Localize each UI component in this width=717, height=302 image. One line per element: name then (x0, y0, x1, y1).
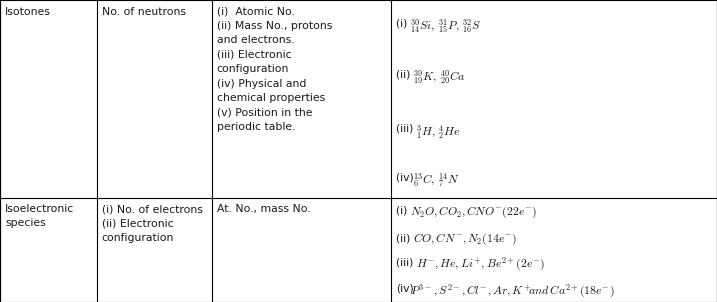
Text: (iv): (iv) (396, 284, 414, 294)
Text: (ii): (ii) (396, 69, 414, 79)
Text: (i)  Atomic No.
(ii) Mass No., protons
and electrons.
(iii) Electronic
configura: (i) Atomic No. (ii) Mass No., protons an… (217, 7, 332, 132)
Text: $P^{3-},S^{2-},Cl^{-},Ar,K^{+}\!and\,Ca^{2+}(18e^{-})$: $P^{3-},S^{2-},Cl^{-},Ar,K^{+}\!and\,Ca^… (409, 283, 614, 300)
Text: $N_2O,CO_2,CNO^{-}(22e^{-})$: $N_2O,CO_2,CNO^{-}(22e^{-})$ (409, 205, 536, 220)
Text: $^{13}_{6}C,\,^{14}_{7}N$: $^{13}_{6}C,\,^{14}_{7}N$ (413, 171, 460, 189)
Text: At. No., mass No.: At. No., mass No. (217, 204, 310, 214)
Text: Isotones: Isotones (5, 7, 51, 17)
Text: (iii): (iii) (396, 124, 417, 134)
Text: $^{3}_{1}H,\,^{4}_{2}He$: $^{3}_{1}H,\,^{4}_{2}He$ (417, 123, 461, 140)
Text: $H^{-},He,Li^{+},Be^{2+}(2e^{-})$: $H^{-},He,Li^{+},Be^{2+}(2e^{-})$ (417, 256, 546, 273)
Text: $^{30}_{14}Si,\,^{31}_{15}P,\,^{32}_{16}S$: $^{30}_{14}Si,\,^{31}_{15}P,\,^{32}_{16}… (409, 18, 481, 35)
Text: (i): (i) (396, 19, 411, 29)
Text: Isoelectronic
species: Isoelectronic species (5, 204, 75, 228)
Text: (i): (i) (396, 206, 411, 216)
Text: No. of neutrons: No. of neutrons (102, 7, 186, 17)
Text: $CO,CN^{-},N_2(14e^{-})$: $CO,CN^{-},N_2(14e^{-})$ (413, 232, 517, 247)
Text: (iv): (iv) (396, 172, 417, 182)
Text: (ii): (ii) (396, 233, 414, 243)
Text: (i) No. of electrons
(ii) Electronic
configuration: (i) No. of electrons (ii) Electronic con… (102, 204, 203, 243)
Text: $^{39}_{19}K,\,^{40}_{20}Ca$: $^{39}_{19}K,\,^{40}_{20}Ca$ (413, 68, 465, 86)
Text: (iii): (iii) (396, 257, 417, 267)
